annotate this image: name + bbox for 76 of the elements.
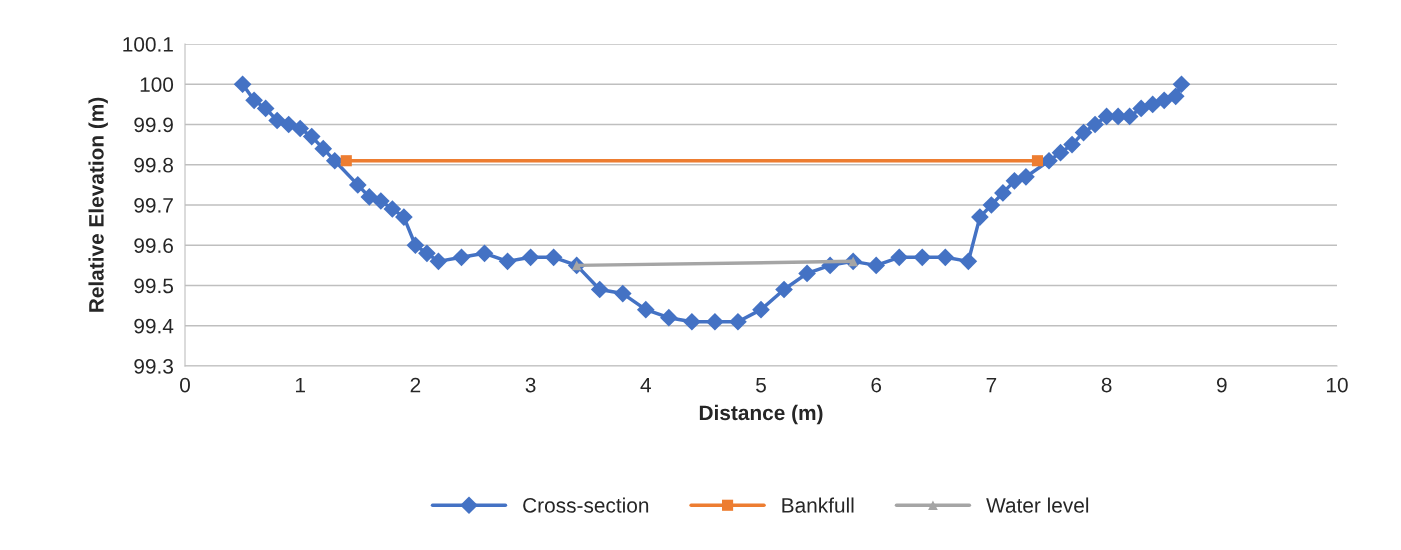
x-axis-title: Distance (m) — [699, 404, 823, 425]
x-tick-label: 10 — [1327, 377, 1348, 393]
x-tick-label: 9 — [1216, 377, 1227, 393]
point — [544, 248, 563, 267]
point — [590, 280, 609, 299]
legend-label: Water level — [986, 497, 1089, 513]
point — [383, 200, 402, 218]
point — [1086, 115, 1104, 134]
x-tick-label: 3 — [525, 377, 536, 393]
point — [429, 252, 448, 271]
point — [521, 248, 540, 267]
x-tick-label: 6 — [871, 377, 882, 393]
point — [498, 252, 517, 271]
point — [1074, 123, 1093, 142]
x-tick-label: 7 — [986, 377, 997, 393]
point — [279, 115, 298, 134]
point — [1063, 135, 1081, 154]
point — [959, 252, 978, 271]
point — [245, 91, 263, 110]
point — [302, 127, 321, 146]
x-tick-label: 1 — [296, 377, 305, 393]
point — [372, 192, 390, 210]
point — [982, 196, 1001, 214]
point — [683, 312, 701, 331]
point — [1132, 99, 1150, 118]
point — [798, 264, 816, 283]
x-tick-label: 0 — [180, 377, 190, 393]
y-tick-label: 99.6 — [134, 238, 173, 253]
legend-label: Bankfull — [782, 497, 854, 513]
point — [636, 300, 655, 319]
point — [1051, 143, 1070, 162]
point — [475, 244, 494, 263]
x-tick-label: 2 — [410, 377, 421, 393]
y-tick-label: 99.8 — [134, 157, 173, 173]
point — [613, 284, 632, 303]
y-tick-label: 99.7 — [134, 198, 173, 213]
point — [348, 176, 367, 194]
x-tick-label: 8 — [1101, 377, 1112, 393]
point — [936, 248, 955, 267]
point — [406, 236, 425, 255]
point — [291, 119, 310, 138]
y-tick-label: 100.1 — [123, 37, 173, 52]
y-tick-label: 99.3 — [134, 359, 173, 374]
y-tick-label: 99.4 — [134, 318, 174, 334]
point — [1005, 172, 1024, 190]
point — [971, 208, 989, 226]
point — [660, 308, 678, 327]
point — [1155, 91, 1174, 110]
point — [994, 184, 1012, 202]
legend-label: Cross-section — [523, 497, 649, 513]
point — [268, 111, 286, 130]
y-tick-label: 100 — [140, 77, 174, 92]
point — [340, 155, 352, 167]
point — [752, 300, 770, 319]
point — [913, 248, 932, 267]
y-tick-label: 99.5 — [134, 278, 174, 294]
point — [395, 208, 413, 226]
point — [256, 99, 275, 118]
point — [418, 244, 436, 263]
x-tick-label: 5 — [756, 377, 766, 393]
point — [1017, 167, 1035, 186]
point — [314, 139, 333, 158]
point — [775, 280, 793, 299]
point — [360, 188, 379, 206]
y-axis-title: Relative Elevation (m) — [88, 97, 108, 312]
point — [890, 248, 909, 267]
point — [233, 75, 252, 94]
y-tick-label: 99.9 — [134, 117, 173, 133]
point — [1166, 87, 1185, 106]
x-tick-label: 4 — [640, 377, 651, 393]
point — [1172, 75, 1191, 94]
point — [867, 256, 886, 275]
point — [1031, 155, 1044, 167]
point — [452, 248, 471, 267]
point — [706, 312, 724, 331]
point — [729, 312, 747, 331]
